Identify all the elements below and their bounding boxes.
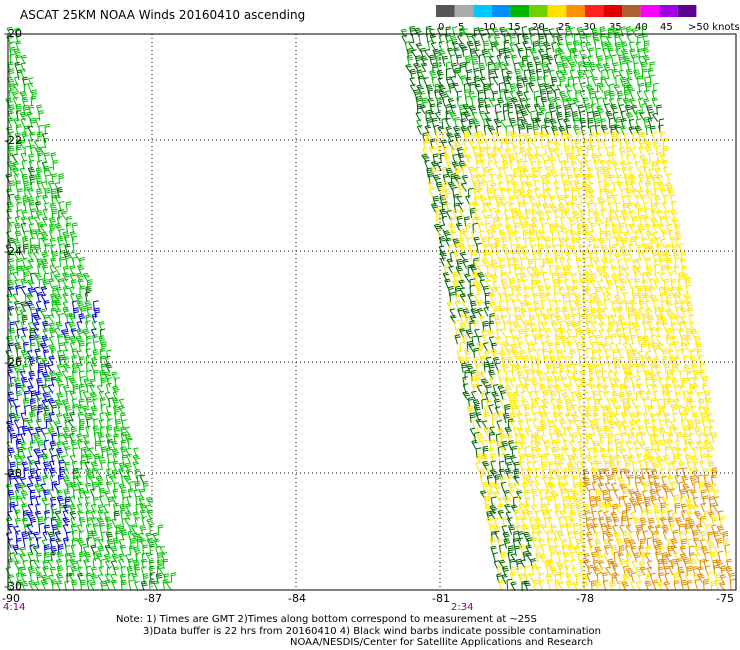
- lon-label-87: -87: [144, 592, 162, 605]
- wind-speed-color-legend: 0 5 10 15 20 25 30 35 40 45 >50 knots: [436, 5, 740, 33]
- lat-label-28: -28: [4, 467, 22, 480]
- legend-label: 45: [660, 22, 673, 33]
- legend-color-box: [584, 5, 604, 17]
- legend-label: 25: [558, 22, 571, 33]
- legend-color-box: [659, 5, 678, 17]
- legend-color-box: [640, 5, 660, 17]
- legend-label: 10: [483, 22, 496, 33]
- lon-label-75: -75: [716, 592, 734, 605]
- legend-label: 35: [609, 22, 622, 33]
- legend-label: >50 knots: [688, 22, 740, 33]
- legend-label: 30: [583, 22, 596, 33]
- legend-color-box: [529, 5, 548, 17]
- legend-color-box: [436, 5, 455, 17]
- lat-label-22: -22: [4, 134, 22, 147]
- legend-color-box: [603, 5, 622, 17]
- wind-barb-map: -20 -22 -24 -26 -28 -30 -90 -87 -84 -81 …: [2, 25, 737, 610]
- legend-label: 15: [508, 22, 521, 33]
- lon-label-90: -90: [2, 592, 20, 605]
- legend-color-box: [547, 5, 567, 17]
- lat-label-30: -30: [4, 580, 22, 593]
- map-notes: Note: 1) Times are GMT 2)Times along bot…: [0, 614, 740, 649]
- lon-label-78: -78: [576, 592, 594, 605]
- legend-color-box: [622, 5, 641, 17]
- legend-label: 40: [635, 22, 648, 33]
- legend-color-box: [473, 5, 492, 17]
- map-title: ASCAT 25KM NOAA Winds 20160410 ascending: [20, 8, 306, 22]
- note-line-3: NOAA/NESDIS/Center for Satellite Applica…: [290, 637, 594, 648]
- legend-color-box: [454, 5, 474, 17]
- swath-time-label-west: 4:14: [3, 602, 25, 610]
- lat-label-26: -26: [4, 356, 22, 369]
- legend-label: 5: [458, 22, 464, 33]
- legend-color-box: [677, 5, 697, 17]
- legend-color-box: [491, 5, 511, 17]
- lat-label-20: -20: [4, 27, 22, 40]
- lon-label-81: -81: [432, 592, 450, 605]
- note-line-1: Note: 1) Times are GMT 2)Times along bot…: [116, 614, 537, 625]
- swath-time-label-east: 2:34: [451, 602, 473, 610]
- legend-color-box: [510, 5, 529, 17]
- legend-color-box: [566, 5, 585, 17]
- lon-label-84: -84: [288, 592, 306, 605]
- lat-label-24: -24: [4, 245, 22, 258]
- map-frame: [7, 33, 737, 591]
- note-line-2: 3)Data buffer is 22 hrs from 20160410 4)…: [143, 625, 601, 637]
